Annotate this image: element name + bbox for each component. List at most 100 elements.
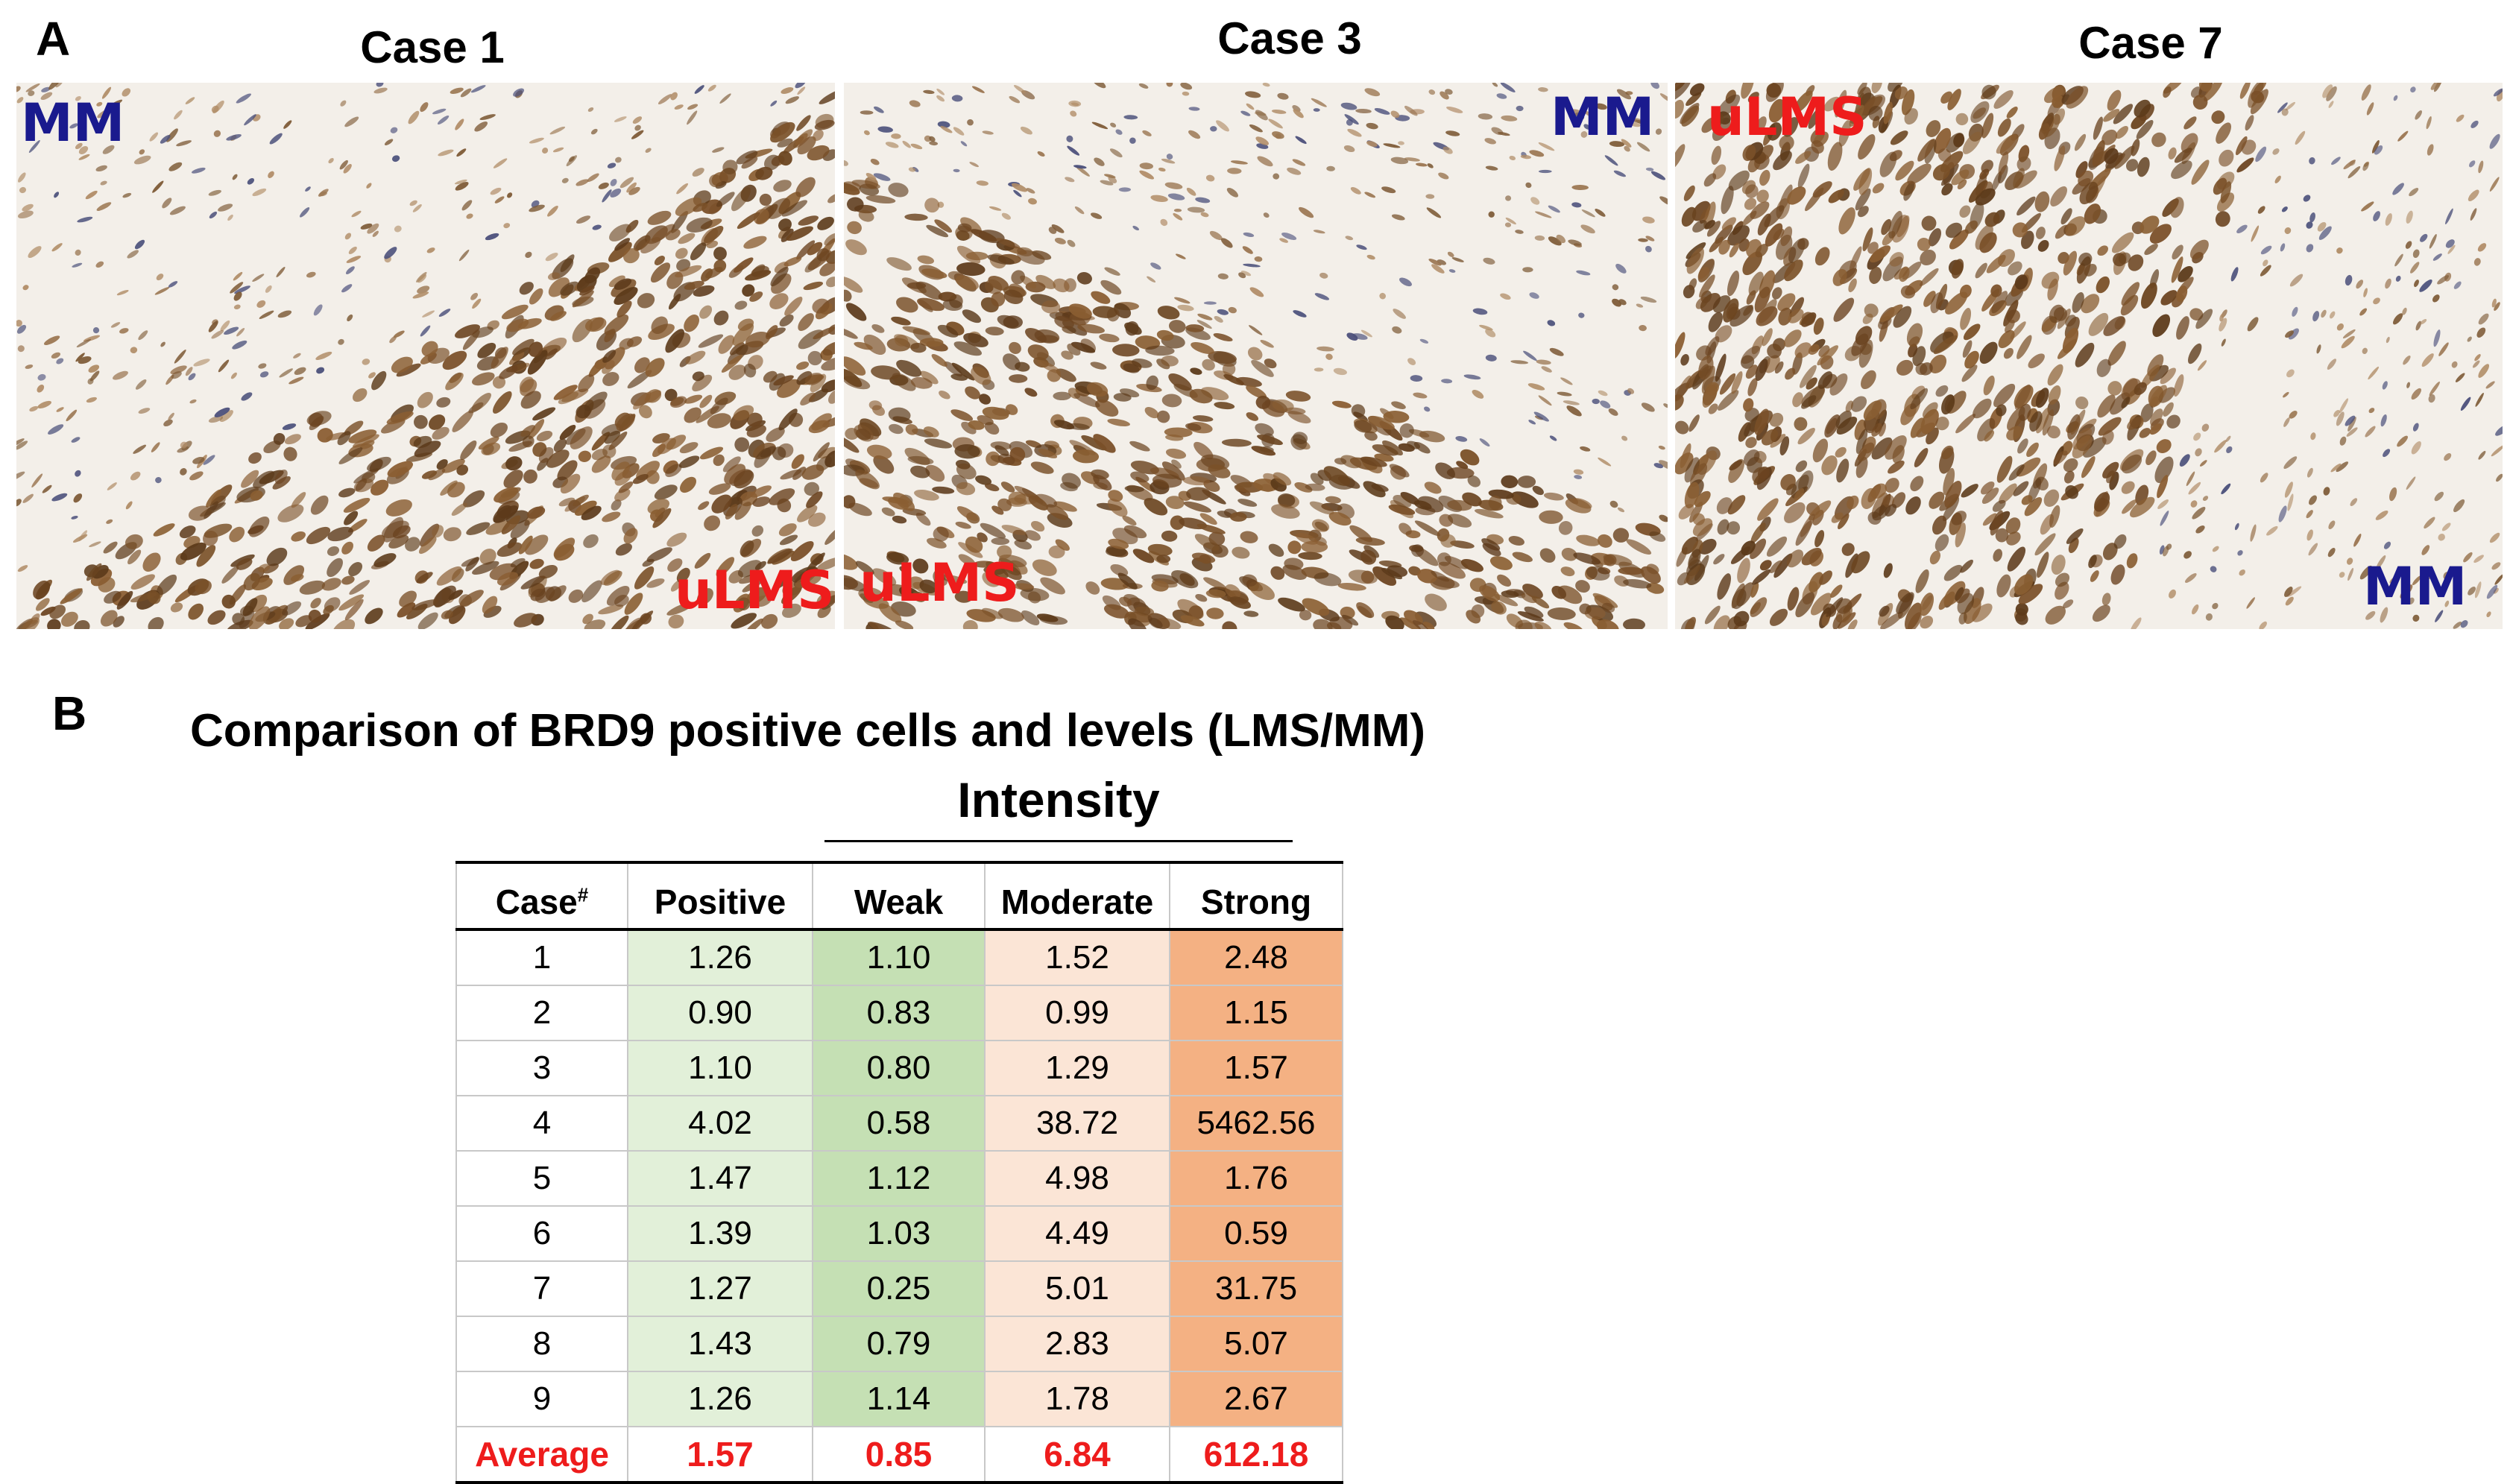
stained-nucleus [1310, 473, 1324, 485]
stained-nucleus [1202, 359, 1215, 371]
stained-nucleus [1106, 546, 1127, 557]
stained-nucleus [704, 226, 724, 244]
stained-nucleus [1797, 428, 1815, 445]
stained-nucleus [1246, 103, 1255, 110]
stained-nucleus [2065, 216, 2086, 236]
stained-nucleus [1604, 155, 1618, 166]
stained-nucleus [1920, 408, 1939, 435]
stained-nucleus [170, 602, 183, 613]
stained-nucleus [308, 412, 324, 428]
stained-nucleus [1650, 83, 1659, 89]
stained-nucleus [2424, 517, 2435, 529]
stained-nucleus [349, 580, 370, 595]
stained-nucleus [1959, 284, 1972, 298]
stained-nucleus [808, 420, 830, 434]
stained-nucleus [854, 424, 874, 442]
stained-nucleus [2140, 403, 2154, 423]
cell-weak: 1.14 [812, 1371, 986, 1427]
stained-nucleus [2283, 417, 2290, 427]
stained-nucleus [2005, 517, 2021, 534]
stained-nucleus [1832, 268, 1847, 286]
stained-nucleus [675, 197, 702, 216]
stained-nucleus [707, 413, 731, 429]
stained-nucleus [1020, 126, 1032, 135]
stained-nucleus [2121, 481, 2135, 494]
stained-nucleus [2072, 435, 2093, 459]
stained-nucleus [2122, 499, 2137, 514]
stained-nucleus [1960, 559, 1973, 573]
stained-nucleus [1963, 598, 1981, 625]
stained-nucleus [2317, 221, 2327, 232]
stained-nucleus [1108, 176, 1117, 183]
stained-nucleus [560, 254, 575, 272]
stained-nucleus [1293, 109, 1304, 119]
stained-nucleus [931, 353, 947, 367]
stained-nucleus [389, 335, 397, 344]
stained-nucleus [422, 310, 435, 318]
stained-nucleus [737, 597, 751, 610]
stained-nucleus [2034, 533, 2056, 556]
stained-nucleus [510, 520, 530, 539]
stained-nucleus [1808, 108, 1821, 129]
stained-nucleus [858, 209, 874, 222]
stained-nucleus [2308, 543, 2318, 556]
stained-nucleus [2118, 252, 2131, 265]
stained-nucleus [1001, 564, 1022, 581]
stained-nucleus [2245, 115, 2254, 131]
stained-nucleus [1773, 338, 1785, 352]
stained-nucleus [2042, 409, 2055, 436]
stained-nucleus [2389, 576, 2397, 584]
stained-nucleus [592, 224, 602, 230]
stained-nucleus [2114, 145, 2135, 169]
stained-nucleus [819, 262, 835, 277]
stained-nucleus [1194, 534, 1220, 551]
stained-nucleus [1117, 572, 1138, 590]
stained-nucleus [873, 455, 895, 474]
stained-nucleus [1427, 163, 1434, 168]
stained-nucleus [1750, 538, 1767, 560]
stained-nucleus [2421, 353, 2434, 367]
stained-nucleus [1343, 145, 1355, 153]
stained-nucleus [1076, 272, 1092, 285]
stained-nucleus [652, 508, 672, 528]
stained-nucleus [525, 534, 549, 555]
stained-nucleus [801, 464, 824, 480]
stained-nucleus [983, 566, 1006, 575]
stained-nucleus [693, 203, 708, 212]
stained-nucleus [891, 133, 901, 139]
stained-nucleus [2420, 233, 2428, 242]
stained-nucleus [781, 585, 802, 604]
stained-nucleus [1425, 194, 1435, 199]
intensity-rule [824, 840, 1293, 842]
stained-nucleus [1932, 515, 1947, 535]
stained-nucleus [1240, 110, 1251, 116]
stained-nucleus [1038, 449, 1058, 458]
stained-nucleus [1641, 402, 1655, 412]
stained-nucleus [932, 486, 955, 494]
stained-nucleus [283, 565, 305, 585]
stained-nucleus [1794, 487, 1805, 501]
stained-nucleus [888, 183, 909, 198]
stained-nucleus [743, 363, 757, 378]
stained-nucleus [1817, 371, 1833, 389]
stained-nucleus [1165, 448, 1187, 459]
stained-nucleus [1156, 329, 1174, 341]
stained-nucleus [2318, 226, 2332, 240]
stained-nucleus [598, 182, 609, 189]
stained-nucleus [2380, 414, 2387, 427]
stained-nucleus [2166, 414, 2181, 429]
stained-nucleus [1237, 499, 1258, 507]
case-3-mm-label: MM [1551, 86, 1655, 148]
stained-nucleus [734, 470, 754, 489]
stained-nucleus [2361, 84, 2371, 101]
stained-nucleus [750, 485, 772, 498]
stained-nucleus [1445, 89, 1453, 95]
stained-nucleus [1512, 552, 1533, 563]
stained-nucleus [1729, 243, 1740, 258]
stained-nucleus [764, 154, 781, 171]
stained-nucleus [2018, 584, 2043, 604]
stained-nucleus [786, 226, 813, 241]
stained-nucleus [116, 590, 133, 610]
stained-nucleus [1773, 228, 1785, 241]
stained-nucleus [479, 114, 496, 121]
